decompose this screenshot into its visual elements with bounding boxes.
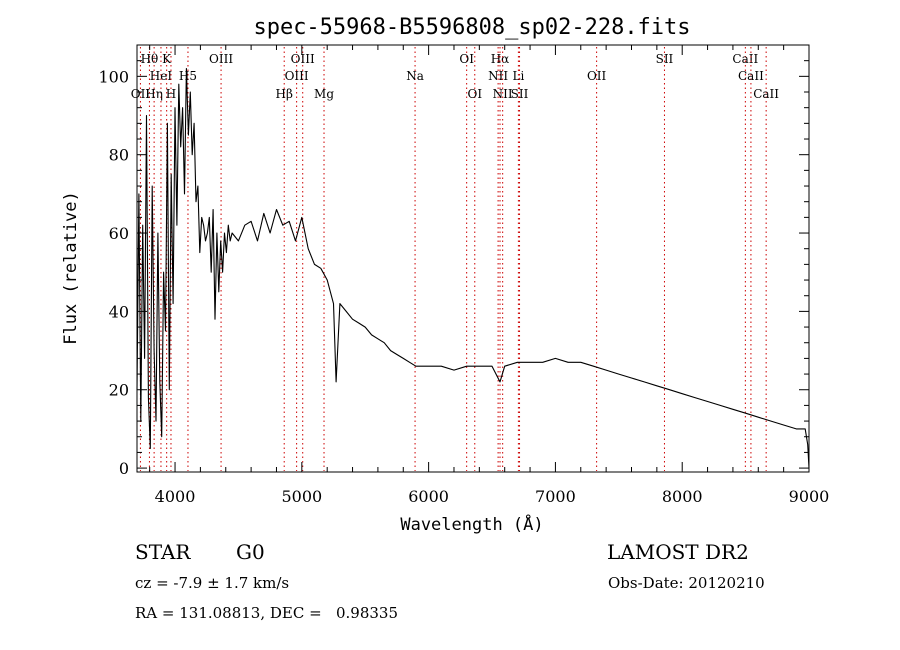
marker-label-1: K (162, 52, 172, 66)
y-tick-label-100: 100 (98, 67, 129, 86)
spectrum-chart: spec-55968-B5596808_sp02-228.fits Hθ K OII… (61, 15, 830, 535)
marker-label-3: OIII (291, 52, 315, 66)
marker-label-10: OIII (285, 69, 309, 83)
object-subclass: G0 (236, 540, 265, 564)
marker-label-14: OII (587, 69, 607, 83)
marker-label-20: Mg (314, 87, 334, 101)
spectrum-line (136, 67, 810, 469)
survey-name: LAMOST DR2 (607, 540, 749, 564)
y-tick-label-60: 60 (109, 224, 129, 243)
x-tick-label-9000: 9000 (789, 487, 830, 506)
marker-label-15: CaII (738, 69, 764, 83)
y-tick-label-80: 80 (109, 146, 129, 165)
marker-label-21: OI (467, 87, 482, 101)
marker-label-18: H (166, 87, 176, 101)
plot-frame (136, 44, 810, 473)
y-tick-label-40: 40 (109, 302, 129, 321)
x-tick-label-7000: 7000 (535, 487, 576, 506)
x-tick-label-6000: 6000 (408, 487, 449, 506)
chart-title: spec-55968-B5596808_sp02-228.fits (253, 15, 690, 40)
marker-label-22: NII (493, 87, 513, 101)
marker-label-12: NII (488, 69, 508, 83)
marker-label-24: CaII (753, 87, 779, 101)
y-tick-label-0: 0 (119, 459, 129, 478)
y-axis-label: Flux (relative) (61, 191, 81, 345)
marker-label-7: CaII (732, 52, 758, 66)
marker-label-4: OI (459, 52, 474, 66)
marker-label-9: H5 (179, 69, 197, 83)
marker-label-23: SII (511, 87, 529, 101)
marker-label-2: OIII (209, 52, 233, 66)
marker-label-6: SII (656, 52, 674, 66)
object-class: STAR (135, 540, 191, 564)
marker-label-8: HeI (150, 69, 173, 83)
plot-area: Hθ K OIII OIII OI Hα SII CaII HeI H5 OIII Na NII Li OI… (98, 44, 830, 506)
marker-label-19: Hβ (276, 87, 293, 101)
x-tick-label-4000: 4000 (155, 487, 196, 506)
marker-label-5: Hα (491, 52, 510, 66)
x-tick-label-8000: 8000 (662, 487, 703, 506)
x-axis-label: Wavelength (Å) (400, 513, 543, 535)
marker-label-16: OII (131, 87, 151, 101)
coordinates: RA = 131.08813, DEC = 0.98335 (135, 604, 399, 622)
marker-label-17: Hη (145, 87, 163, 101)
obs-date: Obs-Date: 20120210 (608, 574, 765, 592)
redshift-readout: cz = -7.9 ± 1.7 km/s (135, 574, 290, 592)
marker-label-13: Li (512, 69, 524, 83)
y-tick-label-20: 20 (109, 381, 129, 400)
marker-label-11: Na (406, 69, 424, 83)
x-tick-label-5000: 5000 (281, 487, 322, 506)
marker-label-0: Hθ (141, 52, 159, 66)
